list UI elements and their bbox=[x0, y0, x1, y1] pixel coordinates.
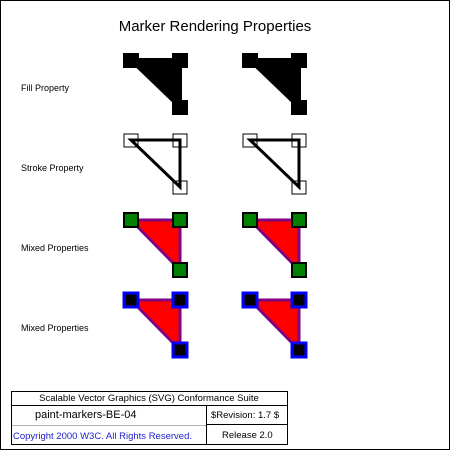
legend-revision: $Revision: 1.7 $ bbox=[211, 410, 280, 421]
marker-start bbox=[242, 212, 258, 228]
stroke-markers-right bbox=[242, 133, 307, 195]
marker-start bbox=[241, 291, 259, 309]
marker-end bbox=[291, 180, 307, 195]
triangle-shape bbox=[246, 298, 301, 354]
mixed-green-markers-left bbox=[123, 212, 188, 278]
mixed-blue-markers-left bbox=[122, 291, 189, 359]
marker-start bbox=[242, 133, 258, 148]
row-label-fill: Fill Property bbox=[21, 83, 70, 93]
triangle-shape bbox=[246, 218, 301, 274]
mixed-green-markers-right bbox=[242, 212, 307, 278]
marker-start bbox=[123, 53, 139, 68]
marker-end bbox=[172, 262, 188, 278]
marker-mid bbox=[291, 212, 307, 228]
marker-mid bbox=[290, 291, 308, 309]
row-label-mixed-1: Mixed Properties bbox=[21, 243, 89, 253]
marker-end bbox=[291, 100, 307, 115]
marker-end bbox=[172, 100, 188, 115]
marker-end bbox=[172, 180, 188, 195]
triangle-shape bbox=[127, 138, 182, 191]
marker-end bbox=[290, 341, 308, 359]
triangle-shape bbox=[126, 58, 182, 112]
legend-frame bbox=[11, 391, 288, 445]
row-label-mixed-2: Mixed Properties bbox=[21, 323, 89, 333]
triangle-shape bbox=[127, 218, 182, 274]
page-title: Marker Rendering Properties bbox=[119, 18, 312, 35]
triangle-shape bbox=[245, 58, 301, 112]
fill-markers-right bbox=[242, 53, 307, 115]
marker-mid bbox=[172, 212, 188, 228]
mixed-blue-markers-right bbox=[241, 291, 308, 359]
marker-start bbox=[123, 133, 139, 148]
marker-mid bbox=[172, 133, 188, 148]
marker-mid bbox=[291, 133, 307, 148]
marker-end bbox=[291, 262, 307, 278]
marker-mid bbox=[171, 291, 189, 309]
row-label-stroke: Stroke Property bbox=[21, 163, 84, 173]
marker-start bbox=[122, 291, 140, 309]
test-legend: Scalable Vector Graphics (SVG) Conforman… bbox=[11, 391, 288, 445]
stroke-markers-left bbox=[123, 133, 188, 195]
legend-suite: Scalable Vector Graphics (SVG) Conforman… bbox=[39, 393, 259, 404]
legend-copyright: Copyright 2000 W3C. All Rights Reserved. bbox=[13, 431, 192, 442]
marker-end bbox=[171, 341, 189, 359]
fill-markers-left bbox=[123, 53, 188, 115]
marker-start bbox=[123, 212, 139, 228]
triangle-shape bbox=[127, 298, 182, 354]
legend-test-name: paint-markers-BE-04 bbox=[35, 409, 136, 421]
triangle-shape bbox=[246, 138, 301, 191]
marker-mid bbox=[291, 53, 307, 68]
legend-release: Release 2.0 bbox=[222, 430, 273, 441]
marker-start bbox=[242, 53, 258, 68]
marker-mid bbox=[172, 53, 188, 68]
